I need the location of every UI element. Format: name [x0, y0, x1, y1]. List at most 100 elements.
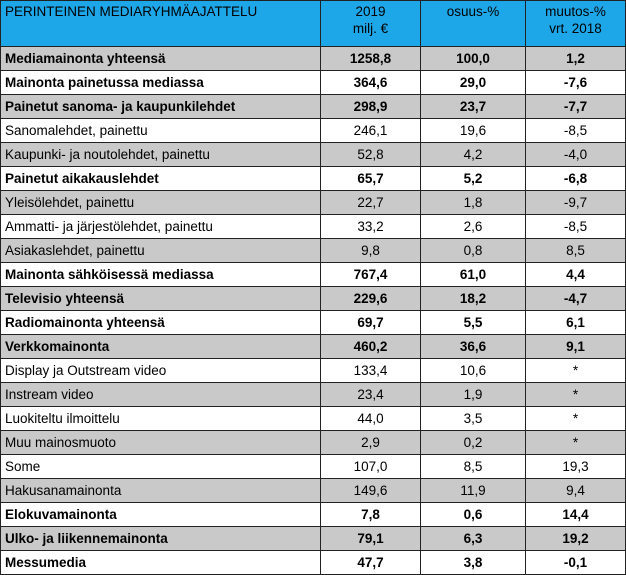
row-value: 65,7 — [320, 166, 421, 191]
row-label: Elokuvamainonta — [0, 502, 321, 527]
row-share: 0,6 — [420, 502, 526, 527]
header-change-column: muutos-% vrt. 2018 — [525, 0, 626, 47]
row-change: 19,2 — [525, 526, 626, 551]
row-label: Muu mainosmuoto — [0, 430, 321, 455]
table-row: Muu mainosmuoto 2,9 0,2 * — [0, 430, 626, 455]
row-label: Painetut sanoma- ja kaupunkilehdet — [0, 94, 321, 119]
table-row: Mediamainonta yhteensä 1258,8 100,0 1,2 — [0, 46, 626, 71]
header-unit: milj. € — [352, 21, 389, 36]
row-share: 36,6 — [420, 334, 526, 359]
row-share: 5,5 — [420, 310, 526, 335]
row-share: 18,2 — [420, 286, 526, 311]
row-share: 100,0 — [420, 46, 526, 71]
row-value: 52,8 — [320, 142, 421, 167]
table-row: Mainonta sähköisessä mediassa 767,4 61,0 4,… — [0, 262, 626, 287]
row-share: 29,0 — [420, 70, 526, 95]
table-row: Ulko- ja liikennemainonta 79,1 6,3 19,2 — [0, 526, 626, 551]
row-share: 3,5 — [420, 406, 526, 431]
table-row: Mainonta painetussa mediassa 364,6 29,0 -7,… — [0, 70, 626, 95]
table-row: Display ja Outstream video 133,4 10,6 * — [0, 358, 626, 383]
row-value: 23,4 — [320, 382, 421, 407]
row-change: 6,1 — [525, 310, 626, 335]
table-body: Mediamainonta yhteensä 1258,8 100,0 1,2 Main… — [0, 46, 626, 575]
row-share: 0,2 — [420, 430, 526, 455]
row-change: -6,8 — [525, 166, 626, 191]
row-label: Televisio yhteensä — [0, 286, 321, 311]
row-change: * — [525, 430, 626, 455]
row-label: Instream video — [0, 382, 321, 407]
row-share: 8,5 — [420, 454, 526, 479]
row-label: Kaupunki- ja noutolehdet, painettu — [0, 142, 321, 167]
row-share: 23,7 — [420, 94, 526, 119]
table-row: Yleisölehdet, painettu 22,7 1,8 -9,7 — [0, 190, 626, 215]
row-label: Ulko- ja liikennemainonta — [0, 526, 321, 551]
table-header-row: PERINTEINEN MEDIARYHMÄAJATTELU 2019 milj… — [0, 0, 626, 47]
row-change: 8,5 — [525, 238, 626, 263]
header-value-column: 2019 milj. € — [320, 0, 421, 47]
table-row: Painetut aikakauslehdet 65,7 5,2 -6,8 — [0, 166, 626, 191]
table-row: Luokiteltu ilmoittelu 44,0 3,5 * — [0, 406, 626, 431]
row-change: 9,1 — [525, 334, 626, 359]
row-label: Some — [0, 454, 321, 479]
row-label: Hakusanamainonta — [0, 478, 321, 503]
row-value: 107,0 — [320, 454, 421, 479]
row-share: 2,6 — [420, 214, 526, 239]
row-value: 79,1 — [320, 526, 421, 551]
row-value: 229,6 — [320, 286, 421, 311]
table-row: Verkkomainonta 460,2 36,6 9,1 — [0, 334, 626, 359]
table-row: Some 107,0 8,5 19,3 — [0, 454, 626, 479]
row-change: -4,0 — [525, 142, 626, 167]
header-title: PERINTEINEN MEDIARYHMÄAJATTELU — [0, 0, 321, 47]
row-value: 246,1 — [320, 118, 421, 143]
row-label: Painetut aikakauslehdet — [0, 166, 321, 191]
row-change: * — [525, 406, 626, 431]
row-label: Mediamainonta yhteensä — [0, 46, 321, 71]
row-value: 9,8 — [320, 238, 421, 263]
row-label: Mainonta painetussa mediassa — [0, 70, 321, 95]
row-label: Mainonta sähköisessä mediassa — [0, 262, 321, 287]
table-row: Radiomainonta yhteensä 69,7 5,5 6,1 — [0, 310, 626, 335]
header-share-column: osuus-% — [420, 0, 526, 47]
row-value: 33,2 — [320, 214, 421, 239]
row-change: 1,2 — [525, 46, 626, 71]
row-change: -8,5 — [525, 214, 626, 239]
row-change: -7,6 — [525, 70, 626, 95]
row-change: -4,7 — [525, 286, 626, 311]
row-label: Yleisölehdet, painettu — [0, 190, 321, 215]
row-share: 3,8 — [420, 550, 526, 575]
row-value: 22,7 — [320, 190, 421, 215]
row-change: 9,4 — [525, 478, 626, 503]
row-label: Messumedia — [0, 550, 321, 575]
table-row: Hakusanamainonta 149,6 11,9 9,4 — [0, 478, 626, 503]
row-value: 47,7 — [320, 550, 421, 575]
table-row: Televisio yhteensä 229,6 18,2 -4,7 — [0, 286, 626, 311]
row-label: Asiakaslehdet, painettu — [0, 238, 321, 263]
row-label: Sanomalehdet, painettu — [0, 118, 321, 143]
row-share: 11,9 — [420, 478, 526, 503]
row-label: Ammatti- ja järjestölehdet, painettu — [0, 214, 321, 239]
table-row: Ammatti- ja järjestölehdet, painettu 33,2… — [0, 214, 626, 239]
row-value: 149,6 — [320, 478, 421, 503]
table-row: Asiakaslehdet, painettu 9,8 0,8 8,5 — [0, 238, 626, 263]
row-change: * — [525, 358, 626, 383]
row-change: -8,5 — [525, 118, 626, 143]
row-label: Luokiteltu ilmoittelu — [0, 406, 321, 431]
row-value: 364,6 — [320, 70, 421, 95]
table-row: Sanomalehdet, painettu 246,1 19,6 -8,5 — [0, 118, 626, 143]
header-share: osuus-% — [446, 4, 500, 19]
row-change: 4,4 — [525, 262, 626, 287]
row-value: 767,4 — [320, 262, 421, 287]
table-row: Painetut sanoma- ja kaupunkilehdet 298,9 2… — [0, 94, 626, 119]
row-share: 5,2 — [420, 166, 526, 191]
row-value: 44,0 — [320, 406, 421, 431]
row-value: 1258,8 — [320, 46, 421, 71]
row-share: 61,0 — [420, 262, 526, 287]
table-row: Elokuvamainonta 7,8 0,6 14,4 — [0, 502, 626, 527]
header-change: muutos-% — [545, 4, 606, 19]
table-row: Messumedia 47,7 3,8 -0,1 — [0, 550, 626, 575]
row-share: 10,6 — [420, 358, 526, 383]
row-share: 4,2 — [420, 142, 526, 167]
row-change: 14,4 — [525, 502, 626, 527]
row-change: -9,7 — [525, 190, 626, 215]
